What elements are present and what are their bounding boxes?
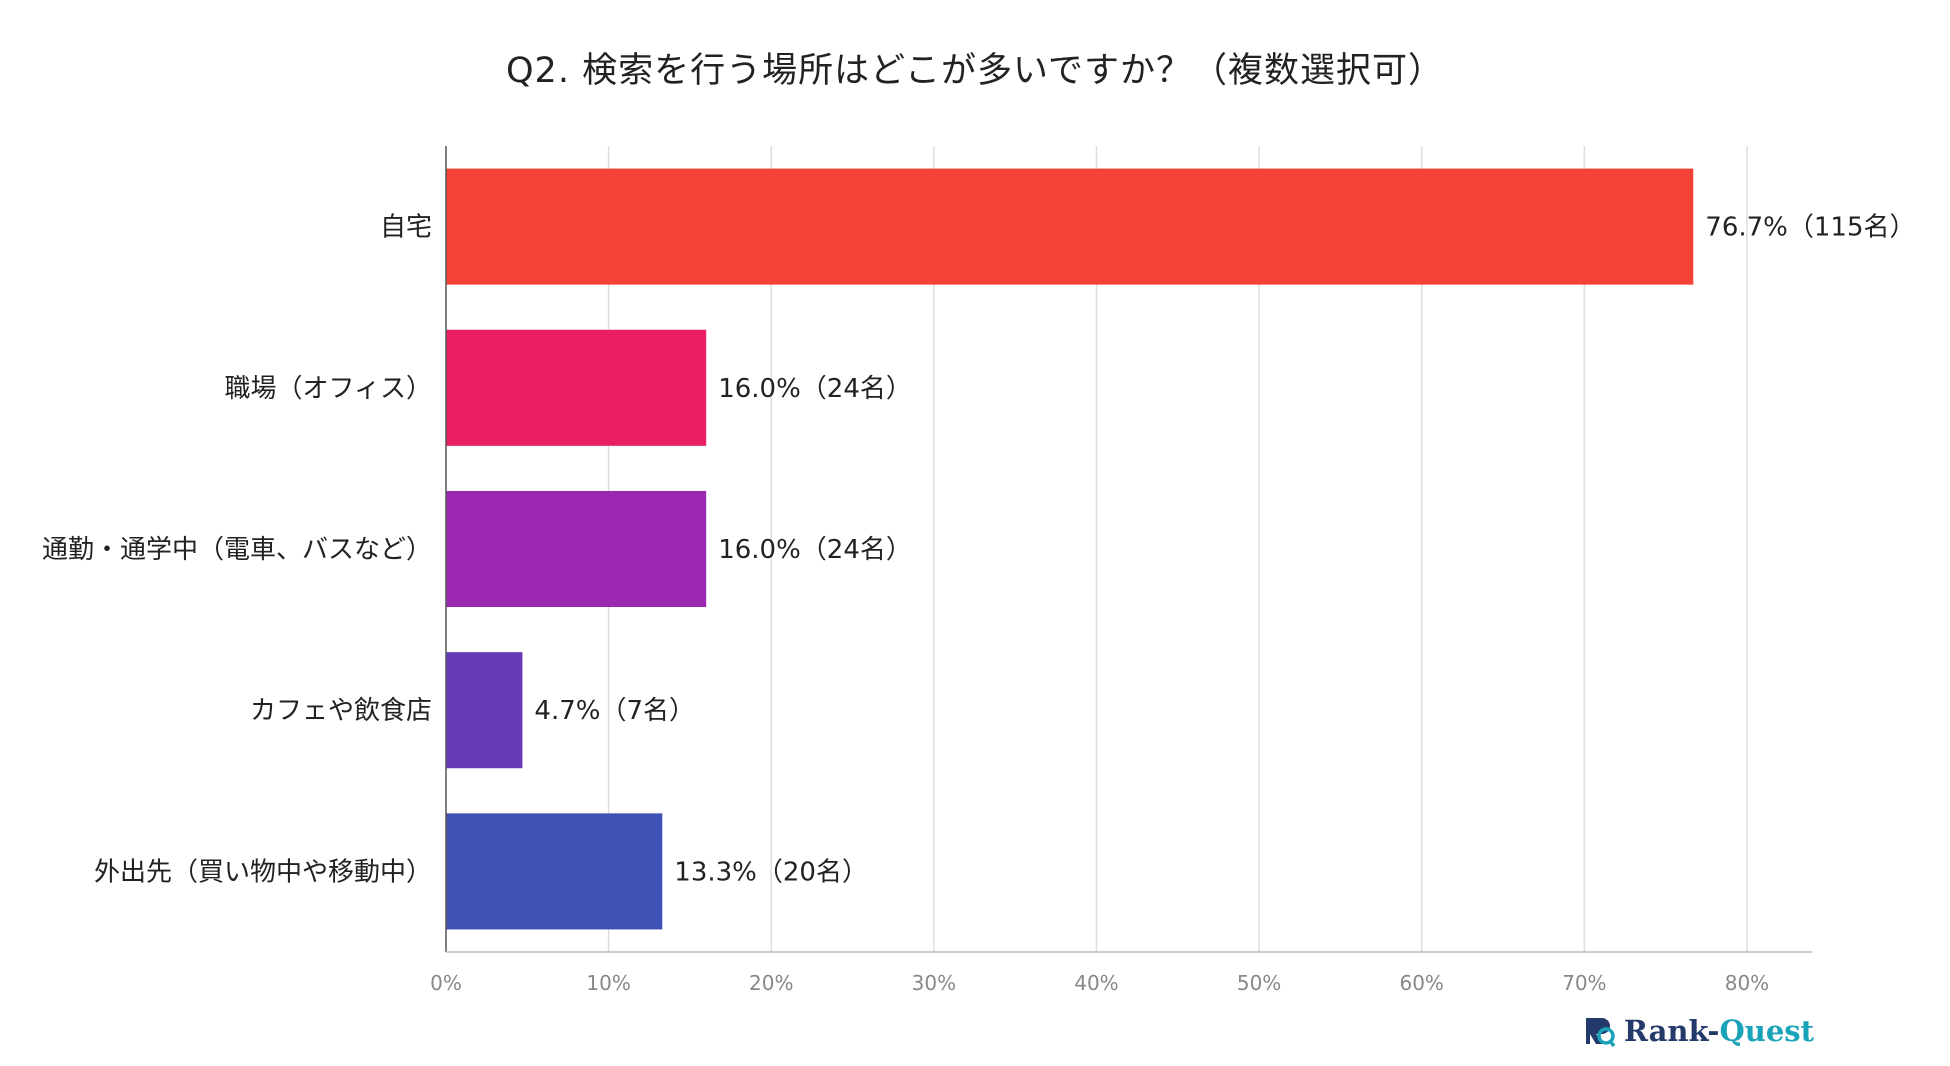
bars: [446, 168, 1694, 930]
x-tick-label: 80%: [1725, 971, 1769, 995]
data-label: 76.7%（115名）: [1705, 213, 1915, 243]
category-label: 自宅: [380, 213, 432, 243]
x-tick-label: 0%: [430, 971, 462, 995]
brand-name-part1: Rank-: [1623, 1014, 1720, 1048]
x-tick-label: 40%: [1074, 971, 1118, 995]
x-tick-label: 50%: [1237, 971, 1281, 995]
data-label: 16.0%（24名）: [718, 374, 912, 404]
labels: 0% 10% 20% 30% 40% 50% 60% 70% 80% 自宅 76.7%（115名） 職…: [42, 213, 1916, 995]
x-tick-label: 70%: [1562, 971, 1606, 995]
bar: [446, 168, 1694, 285]
bar: [446, 813, 663, 930]
rank-quest-logo-icon: [1585, 1018, 1616, 1048]
data-label: 4.7%（7名）: [534, 696, 695, 726]
brand-logo: Rank-Quest: [1582, 1014, 1814, 1048]
x-tick-label: 30%: [912, 971, 956, 995]
category-label: 通勤・通学中（電車、バスなど）: [42, 535, 432, 565]
axes: [445, 146, 1812, 953]
x-tick-label: 10%: [586, 971, 630, 995]
category-label: カフェや飲食店: [250, 696, 432, 726]
data-label: 13.3%（20名）: [674, 857, 868, 887]
data-label: 16.0%（24名）: [718, 535, 912, 565]
brand-name-part2: Quest: [1719, 1014, 1814, 1048]
x-tick-label: 60%: [1399, 971, 1443, 995]
bar: [446, 490, 707, 608]
bar: [446, 652, 523, 769]
category-label: 職場（オフィス）: [225, 374, 432, 404]
chart-title: Q2. 検索を行う場所はどこが多いですか？（複数選択可）: [506, 51, 1444, 91]
x-tick-label: 20%: [749, 971, 793, 995]
bar: [446, 329, 707, 446]
category-label: 外出先（買い物中や移動中）: [94, 857, 432, 887]
